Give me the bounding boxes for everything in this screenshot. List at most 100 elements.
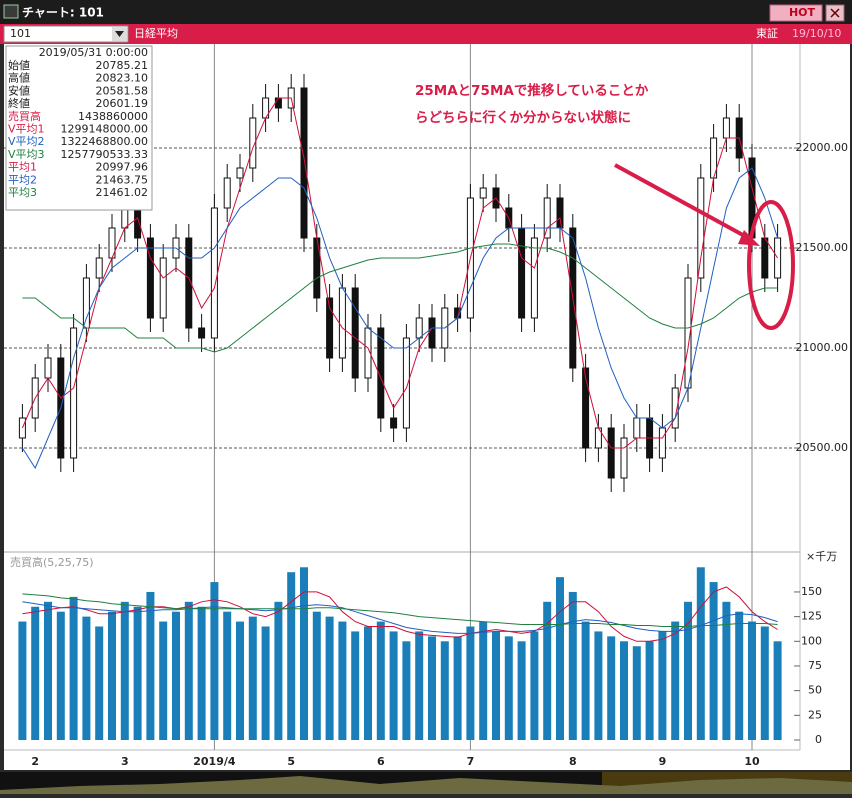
- volume-bar: [773, 641, 782, 740]
- volume-bar: [108, 611, 116, 740]
- volume-bar: [184, 601, 193, 740]
- symbol-name: 日経平均: [134, 27, 178, 40]
- symbol-bar: [0, 24, 852, 44]
- info-label: 売買高: [8, 109, 41, 123]
- candle-body: [274, 97, 282, 109]
- annotation: 25MAと75MAで推移していることか: [415, 82, 649, 99]
- volume-bar: [248, 616, 257, 740]
- volume-bar: [440, 641, 449, 740]
- candle-body: [121, 207, 129, 229]
- volume-bar: [351, 631, 360, 740]
- y-tick-label: 125: [801, 610, 822, 623]
- info-label: V平均1: [8, 123, 45, 136]
- volume-bar: [696, 567, 705, 740]
- volume-bar: [530, 631, 539, 740]
- dropdown-arrow[interactable]: [115, 31, 124, 37]
- candle-body: [44, 357, 52, 379]
- hot-label[interactable]: HOT: [789, 6, 816, 19]
- candle-body: [722, 117, 730, 139]
- volume-bar: [389, 631, 398, 740]
- volume-bar: [261, 626, 270, 740]
- x-tick-label: 3: [121, 755, 129, 768]
- candle-body: [82, 277, 90, 329]
- y-tick-label: 20500.00: [796, 441, 849, 454]
- volume-bar: [31, 606, 40, 740]
- candle-body: [556, 197, 564, 229]
- y-tick-label: 25: [808, 708, 822, 721]
- volume-bar: [274, 601, 283, 740]
- volume-bar: [748, 621, 756, 740]
- volume-bar: [671, 621, 680, 740]
- x-tick-label: 8: [569, 755, 577, 768]
- x-tick-label: 9: [659, 755, 667, 768]
- volume-bar: [620, 641, 628, 740]
- window-title: チャート: 101: [22, 6, 104, 20]
- x-tick-label: 10: [744, 755, 760, 768]
- volume-bar: [376, 621, 385, 740]
- candle-body: [658, 427, 666, 459]
- info-label: 平均2: [8, 173, 37, 186]
- info-label: 高値: [8, 71, 30, 85]
- info-value: 21463.75: [96, 173, 149, 186]
- candle-body: [620, 437, 628, 479]
- volume-bar: [684, 601, 692, 740]
- candle-body: [223, 177, 231, 209]
- info-value: 1438860000: [78, 110, 148, 123]
- hot-button[interactable]: [769, 4, 823, 22]
- ma-line: [22, 593, 778, 627]
- code-input[interactable]: [3, 25, 129, 43]
- candle-body: [95, 257, 103, 279]
- y-tick-label: 100: [801, 634, 822, 647]
- volume-bar: [607, 636, 616, 740]
- volume-bar: [312, 611, 321, 740]
- candle-body: [249, 117, 257, 169]
- annotation-arrow: [614, 163, 753, 242]
- candle-body: [761, 237, 769, 279]
- volume-bar: [492, 631, 500, 740]
- info-panel: [5, 45, 153, 211]
- candle-body: [198, 327, 206, 339]
- candle-body: [582, 367, 590, 449]
- info-label: 安値: [8, 83, 30, 97]
- info-value: 1299148000.00: [61, 123, 148, 136]
- code-text[interactable]: 101: [10, 27, 31, 40]
- info-value: 20581.58: [96, 84, 149, 97]
- close-icon[interactable]: [830, 8, 840, 18]
- x-tick-label: 2: [31, 755, 39, 768]
- volume-unit: ×千万: [806, 550, 837, 563]
- volume-bar: [428, 636, 436, 740]
- ma-line: [22, 586, 778, 642]
- candle-body: [530, 237, 538, 319]
- volume-bar: [402, 641, 411, 740]
- candle-body: [236, 167, 244, 179]
- volume-bar: [325, 616, 334, 740]
- candle-body: [185, 237, 193, 329]
- volume-bar: [594, 631, 603, 740]
- info-value: 20997.96: [96, 161, 149, 174]
- info-label: 平均3: [8, 186, 37, 199]
- candle-body: [415, 317, 423, 339]
- info-value: 1257790533.33: [61, 148, 148, 161]
- volume-bar: [223, 611, 232, 740]
- x-tick-label: 6: [377, 755, 385, 768]
- candle-body: [70, 327, 78, 459]
- volume-bar: [159, 621, 168, 740]
- volume-bar: [18, 621, 27, 740]
- y-tick-label: 21000.00: [796, 341, 849, 354]
- volume-bar: [658, 631, 667, 740]
- info-value: 1322468800.00: [61, 135, 148, 148]
- candle-body: [351, 287, 359, 379]
- annotation-arrowhead: [738, 230, 760, 246]
- volume-bar: [236, 621, 244, 740]
- annotation: らどちらに行くか分からない状態に: [415, 109, 631, 126]
- volume-bar: [95, 626, 104, 740]
- candle-body: [607, 427, 615, 479]
- ma-line: [21, 167, 779, 470]
- volume-bar: [453, 636, 462, 740]
- candle-body: [338, 287, 346, 359]
- volume-bar: [287, 572, 296, 740]
- volume-bar: [568, 591, 577, 740]
- candle-body: [402, 337, 410, 429]
- volume-bar: [466, 626, 475, 740]
